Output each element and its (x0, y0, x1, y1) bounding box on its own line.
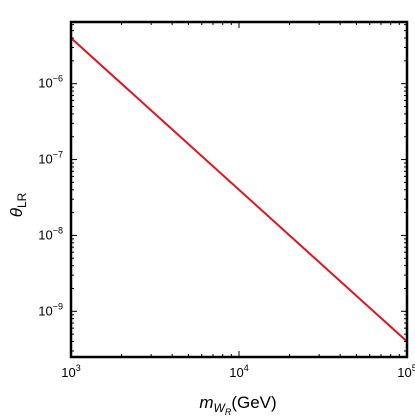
y-axis-label-base: θ (7, 207, 26, 217)
plot-frame (69, 20, 409, 359)
y-tick-label: 10−9 (38, 301, 63, 318)
x-axis-label-base: m (199, 393, 213, 412)
x-tick-label: 104 (229, 363, 248, 380)
series-layer (70, 37, 408, 343)
y-axis-label: θLR (7, 192, 29, 217)
x-axis-label-subsub: R (225, 407, 232, 417)
x-tick-label: 103 (61, 363, 80, 380)
x-axis-label: mWR(GeV) (199, 393, 276, 417)
x-axis-label-unit: (GeV) (231, 393, 276, 412)
y-tick-label: 10−6 (38, 74, 63, 91)
y-axis-label-sub: LR (15, 192, 29, 208)
labels-layer: 103 104 105 10−9 10−8 10−7 10−6 (38, 74, 415, 380)
x-axis-label-sub: W (214, 401, 227, 415)
y-tick-label: 10−7 (38, 150, 63, 167)
y-tick-label: 10−8 (38, 225, 63, 242)
x-tick-label: 105 (397, 363, 415, 380)
series-line (70, 37, 408, 343)
